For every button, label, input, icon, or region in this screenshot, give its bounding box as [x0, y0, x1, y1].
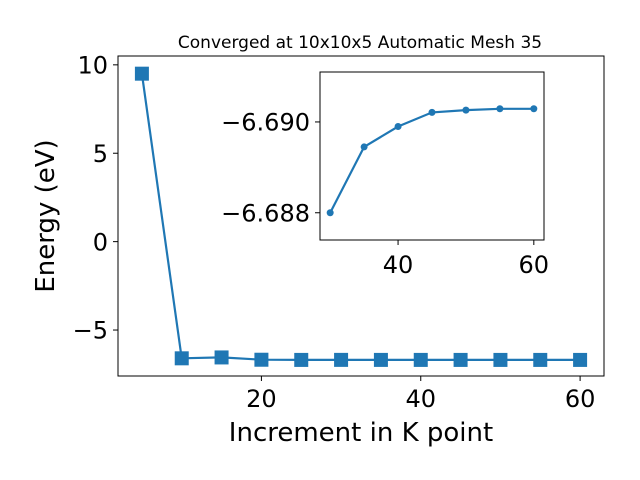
data-point-marker	[573, 352, 588, 367]
chart-title: Converged at 10x10x5 Automatic Mesh 35	[178, 33, 542, 53]
x-tick-label: 40	[383, 251, 414, 279]
data-point-marker	[453, 352, 468, 367]
y-tick-label: −6.690	[221, 109, 310, 137]
x-tick-label: 60	[565, 385, 596, 413]
data-point-marker	[254, 352, 269, 367]
data-point-marker	[533, 352, 548, 367]
data-point-marker	[214, 350, 229, 365]
data-point-marker	[462, 106, 470, 114]
data-point-marker	[530, 105, 538, 113]
x-axis-label: Increment in K point	[229, 418, 493, 448]
data-point-marker	[360, 143, 368, 151]
y-tick-label: −6.688	[221, 199, 310, 227]
y-axis-label: Energy (eV)	[31, 139, 61, 292]
data-point-marker	[134, 66, 149, 81]
main-axes: Converged at 10x10x5 Automatic Mesh 35 2…	[31, 33, 605, 448]
main-plot-area: 20 40 60 10 5 0 −5	[73, 51, 596, 413]
data-point-marker	[496, 105, 504, 113]
data-point-marker	[174, 351, 189, 366]
data-point-marker	[373, 352, 388, 367]
data-point-marker	[428, 108, 436, 116]
inset-plot-area: 40 60 −6.690 −6.688	[221, 105, 549, 279]
inset-axes: 40 60 −6.690 −6.688	[221, 71, 549, 279]
y-tick-label: 10	[77, 51, 108, 79]
data-point-marker	[394, 122, 402, 130]
data-point-marker	[294, 352, 309, 367]
data-point-marker	[334, 352, 349, 367]
x-tick-label: 40	[405, 385, 436, 413]
inset-axes-frame	[319, 71, 545, 241]
main-axes-frame	[117, 55, 605, 377]
y-tick-label: 0	[93, 228, 108, 256]
y-tick-label: 5	[93, 140, 108, 168]
data-point-marker	[326, 209, 334, 217]
data-point-marker	[493, 352, 508, 367]
inset-background	[320, 72, 544, 240]
data-point-marker	[413, 352, 428, 367]
y-tick-label: −5	[73, 317, 108, 345]
x-tick-label: 60	[519, 251, 550, 279]
x-tick-label: 20	[246, 385, 277, 413]
